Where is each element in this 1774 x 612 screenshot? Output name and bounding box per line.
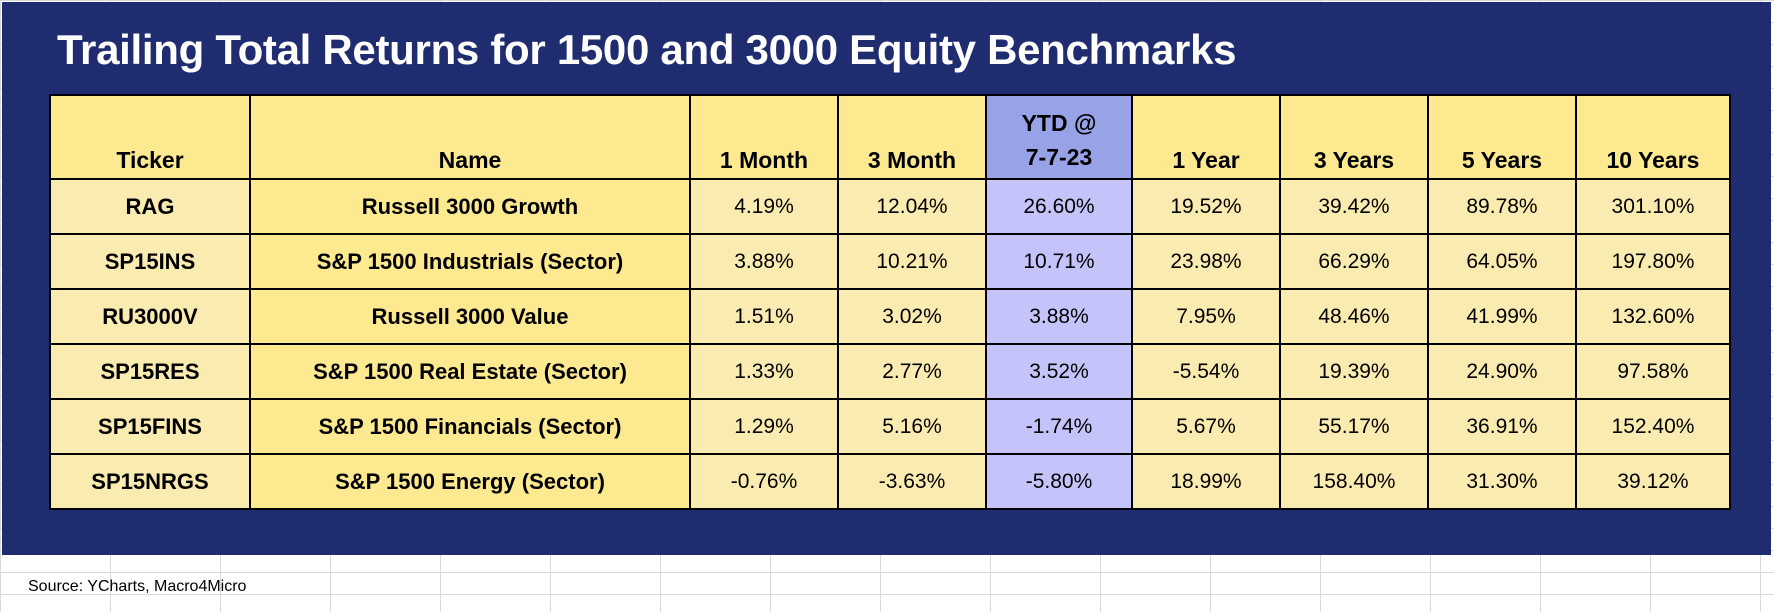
ticker-cell: SP15NRGS <box>49 453 251 510</box>
five-years-cell: 36.91% <box>1427 398 1577 455</box>
ticker-cell: SP15RES <box>49 343 251 400</box>
ytd-cell: -5.80% <box>985 453 1133 510</box>
ytd-cell: 10.71% <box>985 233 1133 290</box>
one-month-cell: 1.51% <box>689 288 839 345</box>
one-year-cell: 19.52% <box>1131 178 1281 235</box>
name-cell: S&P 1500 Real Estate (Sector) <box>249 343 691 400</box>
five-years-cell: 64.05% <box>1427 233 1577 290</box>
three-years-cell: 158.40% <box>1279 453 1429 510</box>
name-cell: S&P 1500 Industrials (Sector) <box>249 233 691 290</box>
col-header-ytd: YTD @ 7-7-23 <box>985 94 1133 180</box>
source-note: Source: YCharts, Macro4Micro <box>28 578 247 595</box>
col-header-ticker: Ticker <box>49 94 251 180</box>
table-row: SP15FINS S&P 1500 Financials (Sector) 1.… <box>49 398 1731 455</box>
ten-years-cell: 132.60% <box>1575 288 1731 345</box>
ticker-cell: SP15FINS <box>49 398 251 455</box>
five-years-cell: 41.99% <box>1427 288 1577 345</box>
col-header-3-years: 3 Years <box>1279 94 1429 180</box>
ytd-cell: 3.88% <box>985 288 1133 345</box>
page-title: Trailing Total Returns for 1500 and 3000… <box>57 26 1237 73</box>
name-cell: Russell 3000 Growth <box>249 178 691 235</box>
ten-years-cell: 39.12% <box>1575 453 1731 510</box>
col-header-3-month: 3 Month <box>837 94 987 180</box>
table-row: SP15RES S&P 1500 Real Estate (Sector) 1.… <box>49 343 1731 400</box>
three-month-cell: 5.16% <box>837 398 987 455</box>
col-header-1-month: 1 Month <box>689 94 839 180</box>
ticker-cell: RU3000V <box>49 288 251 345</box>
three-month-cell: 3.02% <box>837 288 987 345</box>
one-month-cell: 3.88% <box>689 233 839 290</box>
table-row: SP15INS S&P 1500 Industrials (Sector) 3.… <box>49 233 1731 290</box>
table-row: RU3000V Russell 3000 Value 1.51% 3.02% 3… <box>49 288 1731 345</box>
three-month-cell: 10.21% <box>837 233 987 290</box>
col-header-1-year: 1 Year <box>1131 94 1281 180</box>
col-header-5-years: 5 Years <box>1427 94 1577 180</box>
ytd-cell: 3.52% <box>985 343 1133 400</box>
five-years-cell: 31.30% <box>1427 453 1577 510</box>
returns-table: Ticker Name 1 Month 3 Month YTD @7-7-23 … <box>49 94 1731 510</box>
three-years-cell: 55.17% <box>1279 398 1429 455</box>
three-years-cell: 48.46% <box>1279 288 1429 345</box>
one-month-cell: -0.76% <box>689 453 839 510</box>
five-years-cell: 24.90% <box>1427 343 1577 400</box>
three-years-cell: 66.29% <box>1279 233 1429 290</box>
ytd-cell: -1.74% <box>985 398 1133 455</box>
ticker-cell: SP15INS <box>49 233 251 290</box>
three-years-cell: 19.39% <box>1279 343 1429 400</box>
one-month-cell: 4.19% <box>689 178 839 235</box>
ten-years-cell: 97.58% <box>1575 343 1731 400</box>
name-cell: S&P 1500 Energy (Sector) <box>249 453 691 510</box>
one-month-cell: 1.29% <box>689 398 839 455</box>
one-year-cell: -5.54% <box>1131 343 1281 400</box>
five-years-cell: 89.78% <box>1427 178 1577 235</box>
table-row: RAG Russell 3000 Growth 4.19% 12.04% 26.… <box>49 178 1731 235</box>
one-year-cell: 7.95% <box>1131 288 1281 345</box>
ytd-header-line1: YTD @ <box>1021 110 1097 136</box>
three-years-cell: 39.42% <box>1279 178 1429 235</box>
one-year-cell: 5.67% <box>1131 398 1281 455</box>
ticker-cell: RAG <box>49 178 251 235</box>
ten-years-cell: 197.80% <box>1575 233 1731 290</box>
ytd-cell: 26.60% <box>985 178 1133 235</box>
name-cell: S&P 1500 Financials (Sector) <box>249 398 691 455</box>
ten-years-cell: 301.10% <box>1575 178 1731 235</box>
one-month-cell: 1.33% <box>689 343 839 400</box>
three-month-cell: 2.77% <box>837 343 987 400</box>
ytd-header-line2: 7-7-23 <box>1025 144 1093 170</box>
three-month-cell: 12.04% <box>837 178 987 235</box>
one-year-cell: 23.98% <box>1131 233 1281 290</box>
col-header-name: Name <box>249 94 691 180</box>
three-month-cell: -3.63% <box>837 453 987 510</box>
header-row: Ticker Name 1 Month 3 Month YTD @7-7-23 … <box>49 94 1731 180</box>
col-header-10-years: 10 Years <box>1575 94 1731 180</box>
ten-years-cell: 152.40% <box>1575 398 1731 455</box>
name-cell: Russell 3000 Value <box>249 288 691 345</box>
table-row: SP15NRGS S&P 1500 Energy (Sector) -0.76%… <box>49 453 1731 510</box>
one-year-cell: 18.99% <box>1131 453 1281 510</box>
